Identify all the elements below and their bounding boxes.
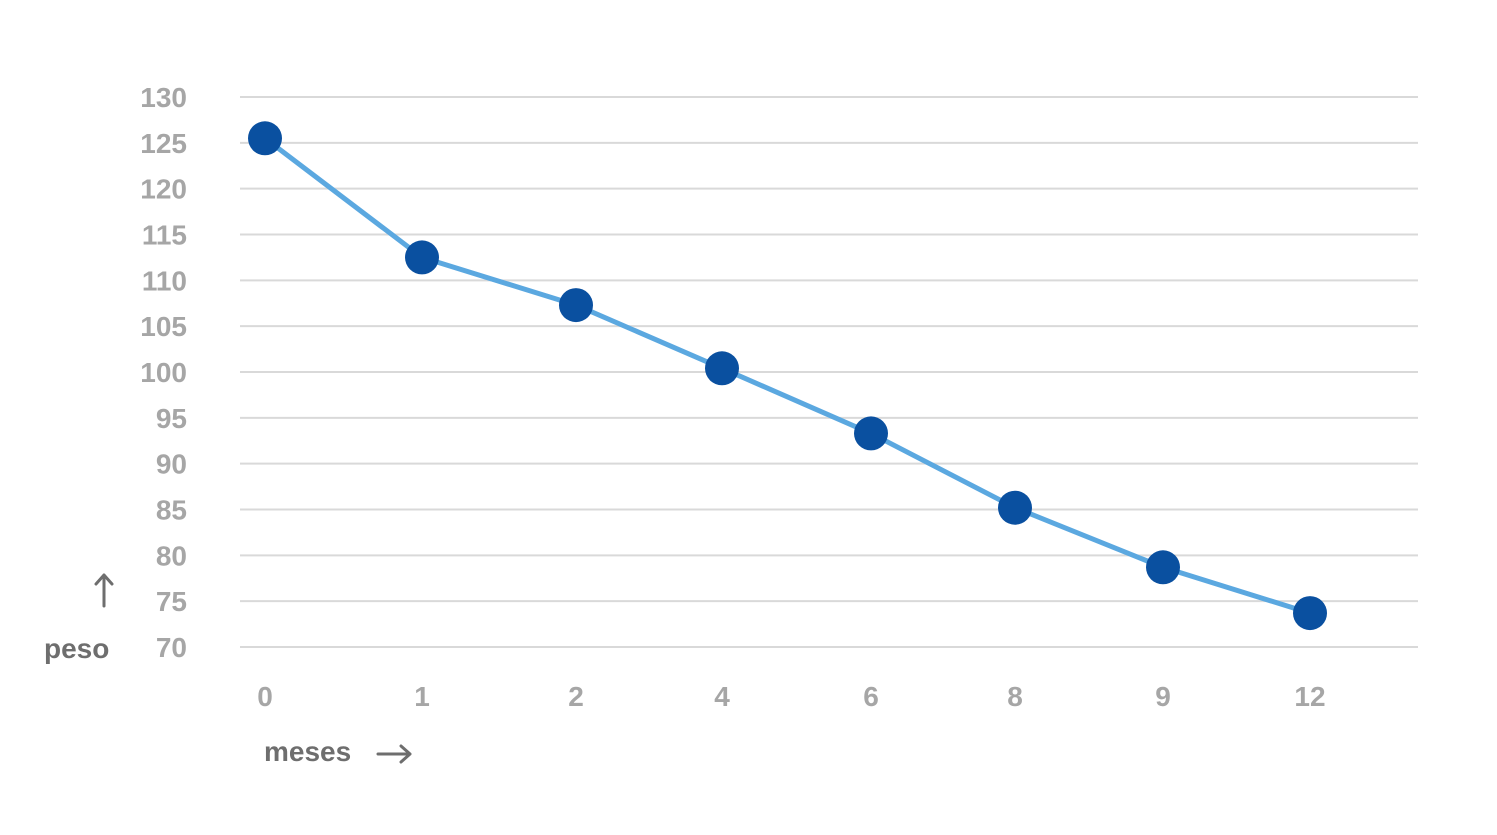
data-point bbox=[559, 288, 593, 323]
y-tick-label: 100 bbox=[140, 357, 187, 388]
x-axis-tick-labels: 0 1 2 4 6 8 9 12 bbox=[257, 681, 1325, 712]
y-tick-label: 110 bbox=[142, 265, 187, 296]
x-tick-label: 12 bbox=[1294, 681, 1325, 712]
up-arrow-icon bbox=[94, 573, 114, 608]
data-point bbox=[1293, 596, 1327, 631]
y-tick-label: 90 bbox=[156, 449, 187, 480]
series-line bbox=[262, 135, 1313, 616]
x-tick-label: 8 bbox=[1007, 681, 1023, 712]
x-axis-title: meses bbox=[264, 736, 351, 767]
y-tick-label: 95 bbox=[156, 403, 187, 434]
right-arrow-icon bbox=[376, 744, 412, 764]
x-tick-label: 2 bbox=[568, 681, 584, 712]
data-point bbox=[405, 240, 439, 275]
data-point bbox=[705, 351, 739, 386]
y-tick-label: 120 bbox=[140, 174, 187, 205]
data-point bbox=[1146, 550, 1180, 585]
x-tick-label: 9 bbox=[1155, 681, 1171, 712]
y-tick-label: 70 bbox=[156, 632, 187, 663]
data-markers bbox=[248, 121, 1327, 631]
data-point bbox=[854, 416, 888, 451]
y-tick-label: 75 bbox=[156, 586, 187, 617]
y-tick-label: 85 bbox=[156, 495, 187, 526]
data-point bbox=[998, 490, 1032, 525]
y-axis-title: peso bbox=[44, 633, 109, 664]
y-axis-tick-labels: 130 125 120 115 110 105 100 95 90 85 80 75 70 bbox=[140, 82, 187, 663]
y-tick-label: 130 bbox=[140, 82, 187, 113]
y-tick-label: 125 bbox=[140, 128, 187, 159]
x-tick-label: 0 bbox=[257, 681, 273, 712]
x-tick-label: 6 bbox=[863, 681, 879, 712]
gridlines bbox=[240, 96, 1418, 648]
y-tick-label: 80 bbox=[156, 540, 187, 571]
data-point bbox=[248, 121, 282, 156]
x-tick-label: 4 bbox=[714, 681, 730, 712]
x-tick-label: 1 bbox=[414, 681, 430, 712]
y-tick-label: 105 bbox=[140, 311, 187, 342]
y-tick-label: 115 bbox=[142, 220, 187, 251]
